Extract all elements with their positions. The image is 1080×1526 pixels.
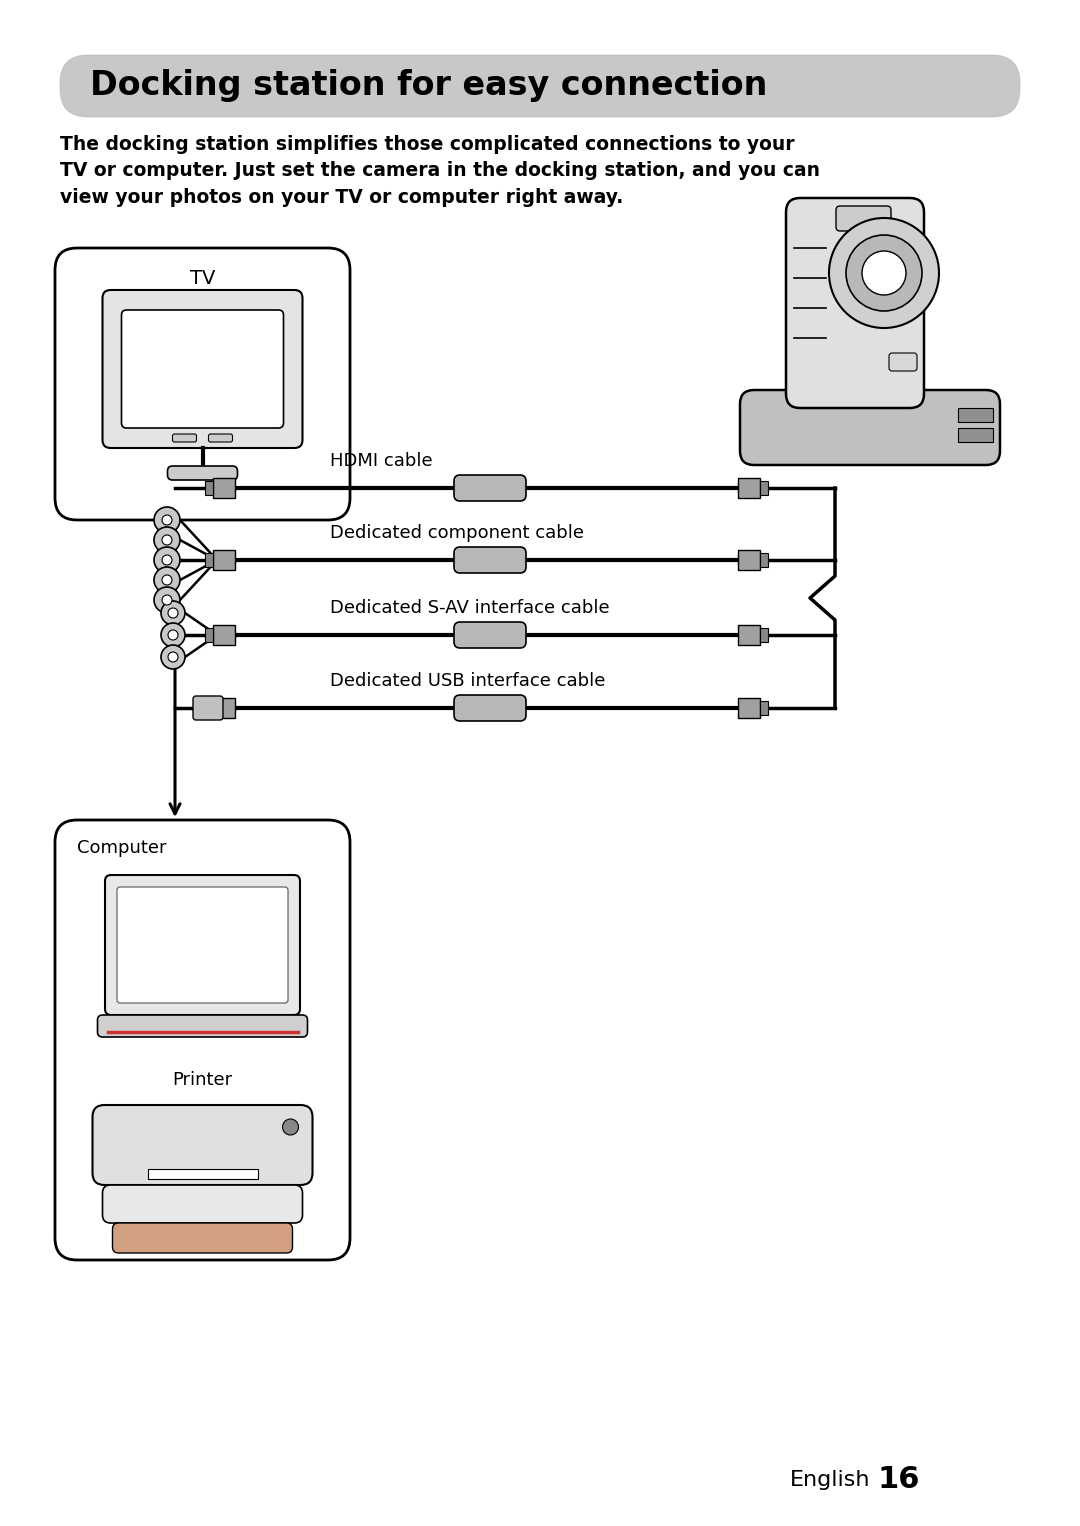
Circle shape [168,652,178,662]
FancyBboxPatch shape [173,433,197,443]
Bar [738,626,760,645]
Bar [148,1169,257,1180]
Bar [958,407,993,423]
Circle shape [829,218,939,328]
Circle shape [161,601,185,626]
Polygon shape [760,552,768,568]
Text: Dedicated component cable: Dedicated component cable [330,523,584,542]
FancyBboxPatch shape [105,874,300,1015]
FancyBboxPatch shape [786,198,924,407]
FancyBboxPatch shape [60,55,1020,118]
Bar [738,549,760,571]
Text: The docking station simplifies those complicated connections to your
TV or compu: The docking station simplifies those com… [60,134,820,208]
Bar [213,697,235,719]
FancyBboxPatch shape [454,694,526,720]
Bar [213,478,235,497]
Text: Docking station for easy connection: Docking station for easy connection [90,70,768,102]
Text: Computer: Computer [77,839,166,858]
Polygon shape [760,481,768,494]
FancyBboxPatch shape [112,1222,293,1253]
Polygon shape [205,629,213,642]
Circle shape [162,536,172,545]
FancyBboxPatch shape [454,623,526,649]
Bar [958,427,993,443]
Circle shape [283,1119,298,1135]
Circle shape [162,555,172,565]
FancyBboxPatch shape [454,475,526,501]
Circle shape [154,546,180,572]
Circle shape [862,250,906,295]
Text: Dedicated USB interface cable: Dedicated USB interface cable [330,671,606,690]
Circle shape [162,595,172,604]
Polygon shape [760,629,768,642]
Circle shape [168,630,178,639]
FancyBboxPatch shape [121,310,283,427]
Circle shape [154,507,180,533]
FancyBboxPatch shape [167,465,238,481]
FancyBboxPatch shape [103,290,302,449]
Bar [213,549,235,571]
FancyBboxPatch shape [97,1015,308,1038]
Text: TV: TV [190,269,215,287]
Bar [738,478,760,497]
Polygon shape [205,700,213,716]
FancyBboxPatch shape [454,546,526,572]
Bar [738,697,760,719]
Circle shape [168,607,178,618]
Circle shape [154,588,180,613]
Polygon shape [205,481,213,494]
Circle shape [154,526,180,552]
Text: Printer: Printer [173,1071,232,1090]
Bar [213,626,235,645]
Circle shape [162,575,172,584]
Text: HDMI cable: HDMI cable [330,452,433,470]
FancyBboxPatch shape [103,1186,302,1222]
FancyBboxPatch shape [55,819,350,1260]
Polygon shape [760,700,768,716]
Circle shape [846,235,922,311]
FancyBboxPatch shape [836,206,891,230]
Text: 16: 16 [877,1465,920,1494]
Circle shape [154,568,180,594]
FancyBboxPatch shape [93,1105,312,1186]
Text: Dedicated S-AV interface cable: Dedicated S-AV interface cable [330,600,609,617]
Circle shape [161,623,185,647]
FancyBboxPatch shape [740,391,1000,465]
Circle shape [162,514,172,525]
Polygon shape [205,552,213,568]
FancyBboxPatch shape [193,696,222,720]
FancyBboxPatch shape [117,887,288,1003]
FancyBboxPatch shape [55,249,350,520]
FancyBboxPatch shape [889,353,917,371]
Circle shape [161,645,185,668]
FancyBboxPatch shape [208,433,232,443]
Text: English: English [789,1470,870,1489]
